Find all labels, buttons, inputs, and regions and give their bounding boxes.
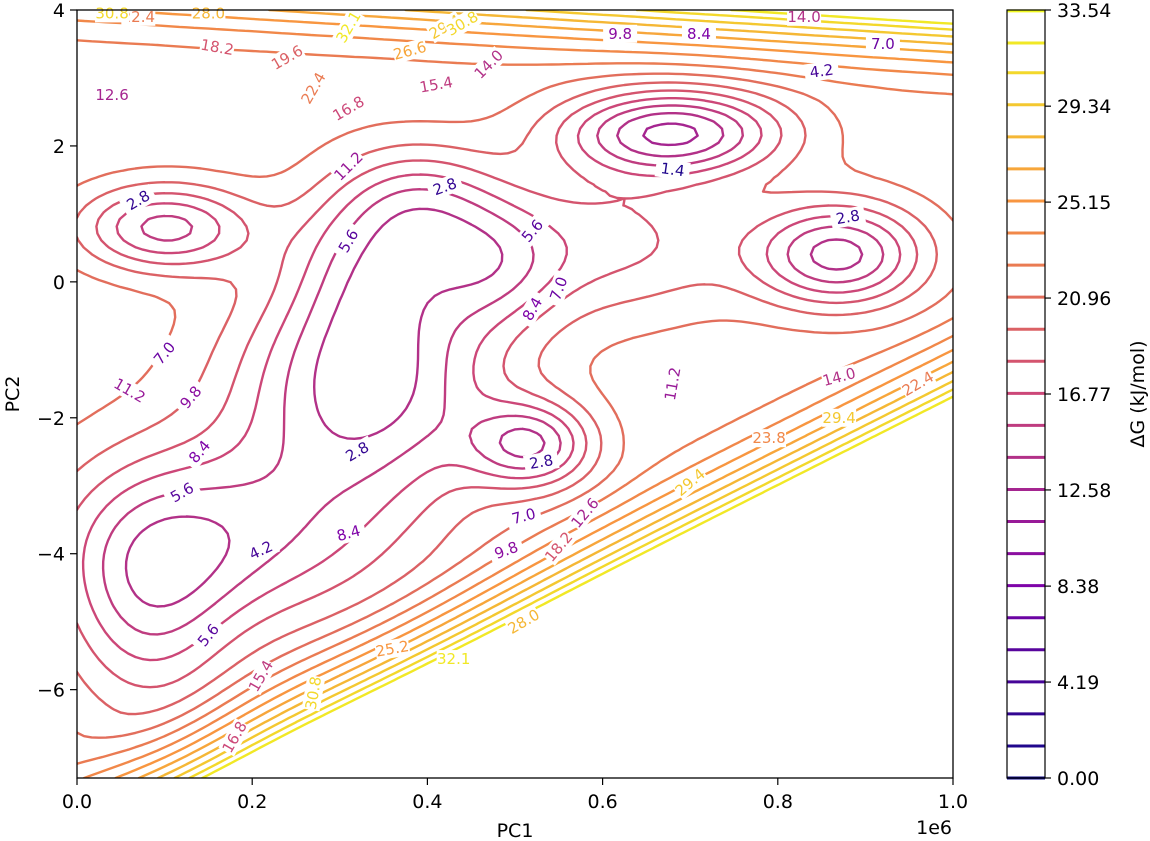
x-tick-label: 1.0: [938, 791, 968, 813]
contour-label: 2.8: [425, 172, 464, 201]
colorbar-tick-label: 16.77: [1057, 384, 1111, 406]
contour-line: [77, 19, 953, 778]
colorbar-tick-label: 29.34: [1057, 96, 1111, 118]
y-tick-label: 0: [53, 272, 65, 294]
colorbar-tick-label: 25.15: [1057, 192, 1111, 214]
x-tick-label: 0.0: [62, 791, 92, 813]
contour-layer: [77, 10, 953, 778]
colorbar-title: ΔG (kJ/mol): [1127, 340, 1149, 447]
x-axis-title: PC1: [497, 820, 534, 841]
y-tick-label: −4: [37, 544, 65, 566]
contour-line: [173, 10, 953, 778]
contour-label: 8.4: [329, 520, 368, 547]
contour-label-text: 30.8: [95, 4, 128, 22]
colorbar-tick-label: 12.58: [1057, 480, 1111, 502]
contour-label: 30.8: [301, 674, 326, 712]
contour-label-text: 9.8: [608, 25, 632, 43]
contour-label: 8.4: [681, 24, 716, 43]
contour-label-text: 18.2: [199, 36, 235, 60]
contour-label-text: 8.4: [335, 522, 363, 546]
contour-label-text: 14.0: [787, 8, 820, 26]
contour-label: 25.2: [374, 637, 411, 661]
contour-label-text: 8.4: [687, 25, 711, 43]
x-tick-label: 0.8: [763, 791, 793, 813]
contour-line: [188, 10, 953, 778]
colorbar-tick-label: 20.96: [1057, 288, 1111, 310]
plot-frame: [76, 9, 954, 779]
contour-label: 32.1: [436, 650, 471, 669]
contour-line: [81, 97, 902, 662]
contour-label-text: 15.4: [418, 73, 454, 97]
contour-label: 18.2: [198, 35, 236, 60]
contour-label: 7.0: [505, 503, 543, 530]
contour-label: 30.8: [95, 4, 130, 23]
contour-label: 14.0: [787, 7, 822, 26]
contour-label-text: 2.8: [835, 206, 862, 228]
contour-label: 4.2: [803, 59, 840, 83]
contour-label-text: 4.2: [809, 61, 835, 82]
contour-label-text: 7.0: [871, 35, 895, 53]
contour-label-text: 30.8: [302, 675, 326, 711]
contour-line: [157, 10, 953, 778]
x-tick-label: 0.4: [412, 791, 442, 813]
y-tick-label: −2: [37, 408, 65, 430]
contour-line: [77, 89, 919, 689]
contour-label: 15.4: [417, 72, 455, 97]
contour-line: [642, 122, 699, 147]
colorbar-tick-label: 4.19: [1057, 672, 1099, 694]
contour-label-text: 7.0: [510, 505, 538, 529]
contour-label-text: 28.0: [192, 4, 225, 22]
contour-label: 1.4: [654, 158, 691, 181]
contour-label-text: 25.2: [374, 637, 410, 661]
contour-line: [124, 112, 864, 608]
contour-label-text: 11.2: [661, 366, 685, 402]
colorbar: 33.54 29.34 25.15 20.96 16.77 12.58 8.38 4.19 0.…: [1006, 0, 1111, 790]
contour-line: [77, 81, 938, 716]
colorbar-tick-label: 0.00: [1057, 768, 1099, 790]
contour-label-text: 12.6: [95, 86, 128, 104]
contour-label: 2.8: [522, 450, 560, 474]
x-axis-scale-label: 1e6: [916, 817, 952, 839]
contour-label: 23.8: [752, 429, 787, 448]
contour-label: 2.8: [829, 205, 867, 230]
contour-label: 22.4: [121, 7, 156, 26]
colorbar-tick-label: 33.54: [1057, 0, 1111, 22]
contour-label-text: 23.8: [752, 429, 785, 447]
contour-label-text: 32.1: [437, 650, 470, 668]
contour-label: 9.8: [603, 24, 638, 43]
colorbar-tick-label: 8.38: [1057, 576, 1099, 598]
contour-label: 11.2: [660, 365, 685, 403]
contour-label: 12.6: [95, 85, 130, 104]
y-tick-label: −6: [37, 680, 65, 702]
contour-label: 28.0: [191, 4, 226, 23]
y-axis-title: PC2: [2, 376, 24, 413]
contour-label-text: 22.4: [122, 8, 155, 26]
contour-label: 29.4: [822, 408, 857, 427]
y-tick-label: 4: [53, 0, 65, 22]
contour-label-text: 2.8: [528, 451, 555, 473]
x-tick-label: 0.6: [587, 791, 617, 813]
contour-label-text: 29.4: [822, 409, 855, 427]
x-tick-label: 0.2: [237, 791, 267, 813]
contour-label: 7.0: [865, 34, 900, 53]
axes-layer: 0.0 0.2 0.4 0.6 0.8 1.0 4 2 0 −2 −4 −6: [37, 0, 968, 813]
y-tick-label: 2: [53, 136, 65, 158]
contour-label-text: 1.4: [660, 159, 686, 180]
